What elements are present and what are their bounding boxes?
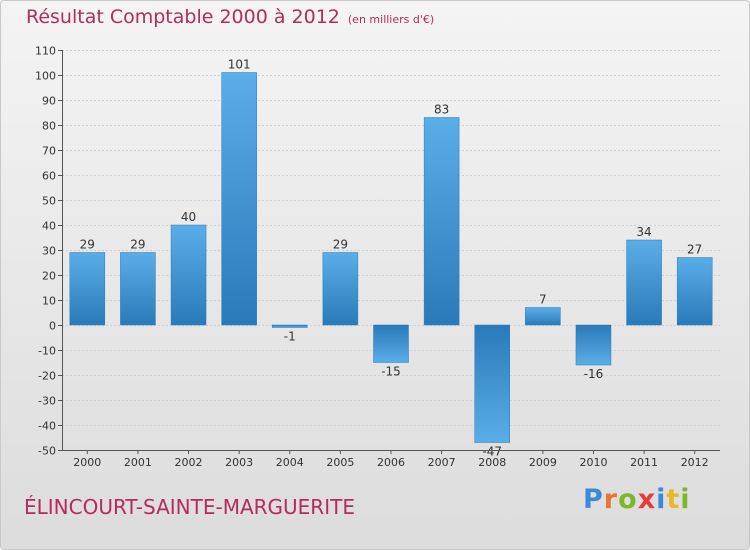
bar-2011 [626,239,662,326]
chart-unit: (en milliers d'€) [347,13,435,26]
chart-title: Résultat Comptable 2000 à 2012 (en millie… [26,6,434,28]
value-label-2001: 29 [130,238,145,252]
x-tick-label-2001: 2001 [124,456,152,469]
y-tick-label: 30 [42,245,56,258]
x-tick-label-2011: 2011 [630,456,658,469]
x-tick-label-2007: 2007 [428,456,456,469]
y-tick-label: -50 [38,445,56,458]
value-label-2005: 29 [333,238,348,252]
value-label-2000: 29 [80,238,95,252]
value-label-2011: 34 [636,225,651,239]
bar-2006 [373,324,409,363]
y-tick-label: 100 [35,70,56,83]
value-label-2002: 40 [181,210,196,224]
x-tick-label-2005: 2005 [326,456,354,469]
y-tick-label: 110 [35,45,56,58]
x-tick-label-2004: 2004 [276,456,304,469]
bar-2005 [322,252,359,326]
chart-title-text: Résultat Comptable 2000 à 2012 [26,6,340,28]
y-tick-label: -10 [38,345,56,358]
logo-letter: P [583,484,604,515]
x-tick-label-2010: 2010 [579,456,607,469]
bar-2007 [423,117,460,326]
y-tick-label: 50 [42,195,56,208]
bar-2002 [170,224,207,326]
value-label-2009: 7 [539,293,547,307]
y-tick-label: 60 [42,170,56,183]
y-tick-label: 90 [42,95,56,108]
y-tick-label: 0 [49,320,56,333]
value-label-2010: -16 [584,367,604,381]
x-axis: 2000 2001 2002 2003 2004 2005 2006 2007 2008 2009… [62,450,720,469]
x-tick-label-2003: 2003 [225,456,253,469]
y-tick-label: 20 [42,270,56,283]
value-label-2007: 83 [434,103,449,117]
y-tick-label: -30 [38,395,56,408]
bar-2008 [474,324,510,443]
commune-name: ÉLINCOURT-SAINTE-MARGUERITE [24,495,355,519]
logo-letter: i [680,484,691,515]
logo-letter: x [637,484,657,515]
bar-2003 [221,72,257,326]
value-label-2006: -15 [381,365,401,379]
value-label-2012: 27 [687,243,702,257]
y-tick-label: 80 [42,120,56,133]
bar-2009 [525,307,561,326]
x-tick-label-2008: 2008 [478,456,506,469]
logo-letter: r [603,484,619,515]
y-tick-label: -20 [38,370,56,383]
value-label-2003: 101 [228,58,251,72]
logo-letter: o [618,484,638,515]
y-tick-label: 10 [42,295,56,308]
x-tick-label-2002: 2002 [175,456,203,469]
bar-2000 [69,252,106,326]
bar-2004 [272,324,308,328]
proxiti-logo: Proxiti [583,484,691,515]
gridlines [62,50,720,451]
x-tick-label-2012: 2012 [681,456,709,469]
x-tick-label-2006: 2006 [377,456,405,469]
bar-2012 [676,257,713,326]
y-tick-label: 70 [42,145,56,158]
logo-letter: t [666,484,681,515]
y-tick-label: 40 [42,220,56,233]
x-tick-label-2000: 2000 [73,456,101,469]
y-tick-label: -40 [38,420,56,433]
x-tick-label-2009: 2009 [529,456,557,469]
bar-2010 [575,324,612,366]
logo-letter: i [656,484,667,515]
y-axis: -50 -40 -30 -20 -10 0 10 20 30 40 50 60 70 80 90 100 110 [35,45,63,458]
bar-2001 [120,252,156,326]
value-label-2004: -1 [284,330,296,344]
